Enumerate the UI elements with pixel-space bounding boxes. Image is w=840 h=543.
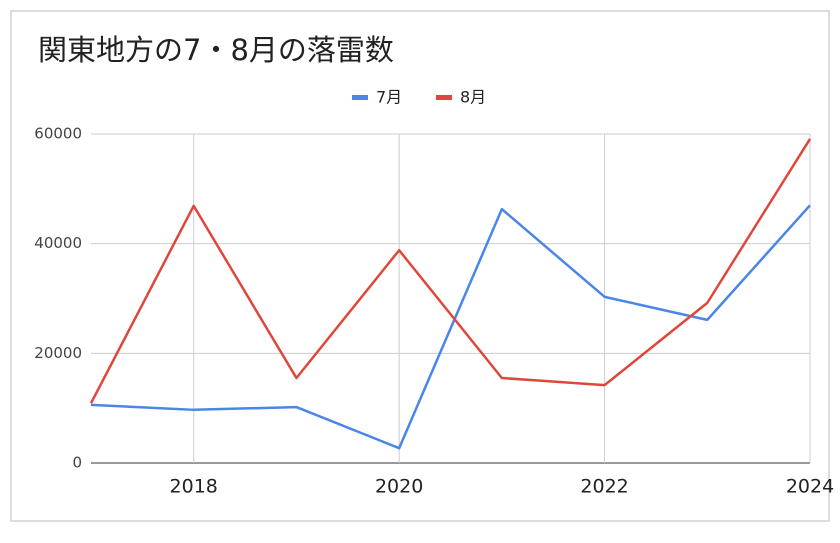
y-tick-label: 20000 <box>34 344 82 362</box>
legend-swatch <box>436 95 452 100</box>
chart-title: 関東地方の7・8月の落雷数 <box>38 33 394 67</box>
y-tick-label: 0 <box>72 454 82 472</box>
chart-frame <box>10 10 830 522</box>
y-tick-label: 40000 <box>34 234 82 252</box>
legend-label: 7月 <box>376 88 402 107</box>
legend-swatch <box>352 95 368 100</box>
x-tick-label: 2018 <box>170 476 218 498</box>
x-tick-label: 2024 <box>786 476 834 498</box>
x-tick-label: 2020 <box>375 476 423 498</box>
series-line <box>89 138 812 404</box>
x-tick-label: 2022 <box>580 476 628 498</box>
y-tick-label: 60000 <box>34 125 82 143</box>
legend-label: 8月 <box>460 88 486 107</box>
